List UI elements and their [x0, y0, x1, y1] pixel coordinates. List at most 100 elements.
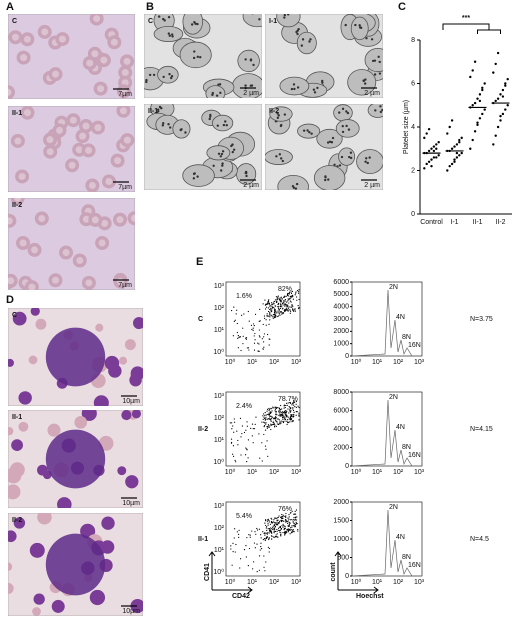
event-dot: [268, 299, 270, 301]
event-dot: [283, 410, 285, 413]
cell: [33, 593, 45, 605]
cell: [8, 484, 21, 500]
granule: [296, 32, 299, 36]
event-dot: [268, 302, 271, 304]
granule: [330, 141, 334, 144]
event-dot: [296, 299, 298, 301]
event-dot: [292, 298, 294, 300]
event-dot: [246, 425, 249, 427]
event-dot: [289, 300, 292, 302]
cell: [124, 339, 136, 351]
granule: [283, 113, 287, 116]
event-dot: [237, 439, 239, 442]
image-label: C: [12, 18, 17, 25]
event-dot: [262, 418, 264, 420]
event-dot: [295, 403, 297, 405]
ploidy-label: 2N: [389, 284, 398, 291]
event-dot: [237, 337, 239, 339]
event-dot: [269, 523, 272, 525]
event-dot: [268, 344, 270, 346]
hist-x-tick: 10¹: [372, 579, 383, 586]
event-dot: [264, 539, 266, 541]
granule: [358, 26, 362, 29]
event-dot: [245, 556, 247, 558]
image-content: [8, 308, 143, 406]
granule: [190, 23, 194, 26]
event-dot: [260, 534, 262, 536]
event-dot: [272, 314, 275, 316]
micrograph: [144, 104, 262, 190]
event-dot: [266, 418, 268, 420]
event-dot: [275, 407, 278, 410]
granule: [341, 130, 345, 134]
event-dot: [280, 532, 282, 534]
event-dot: [286, 301, 288, 303]
event-dot: [254, 313, 257, 315]
platelet: [335, 119, 360, 138]
event-dot: [258, 320, 260, 322]
event-dot: [293, 516, 295, 519]
event-dot: [263, 315, 266, 317]
event-dot: [285, 308, 287, 310]
ploidy-label: 8N: [402, 554, 411, 561]
cell-center: [24, 109, 32, 117]
event-dot: [287, 421, 290, 423]
event-dot: [275, 414, 277, 416]
event-dot: [291, 290, 294, 293]
cell-center: [82, 215, 90, 223]
data-point: [453, 160, 456, 163]
data-point: [473, 130, 477, 133]
event-dot: [294, 518, 297, 520]
cell-center: [85, 279, 93, 287]
event-dot: [279, 404, 282, 407]
event-dot: [272, 528, 274, 531]
event-dot: [272, 303, 274, 305]
event-dot: [254, 423, 256, 425]
gate-low: 5.4%: [236, 513, 252, 520]
data-point: [496, 97, 500, 100]
platelet: [179, 41, 212, 69]
flow-y-tick: 10¹: [214, 327, 225, 334]
hist-y-tick-label: 3000: [333, 316, 349, 323]
event-dot: [290, 407, 292, 409]
event-dot: [280, 311, 282, 313]
granule: [208, 117, 211, 121]
event-dot: [271, 424, 273, 426]
event-dot: [232, 455, 235, 457]
cell-center: [131, 214, 135, 222]
event-dot: [265, 319, 267, 321]
event-dot: [288, 302, 290, 304]
event-dot: [295, 291, 297, 293]
granule: [333, 163, 336, 167]
cell-center: [123, 136, 131, 144]
event-dot: [267, 414, 270, 416]
platelet: [364, 47, 383, 73]
flow-plot: [225, 391, 301, 467]
cell-center: [86, 59, 94, 67]
event-dot: [263, 538, 266, 540]
flow-y-tick: 10⁰: [213, 458, 224, 466]
ploidy-label: 4N: [396, 314, 405, 321]
event-dot: [287, 525, 289, 527]
hist-x-tick: 10⁰: [351, 468, 362, 476]
event-dot: [239, 567, 241, 569]
event-dot: [282, 296, 285, 298]
event-dot: [275, 417, 277, 419]
event-dot: [298, 298, 300, 301]
event-dot: [296, 522, 298, 525]
histogram-frame: [351, 501, 423, 577]
event-dot: [266, 425, 268, 428]
data-point: [460, 151, 463, 155]
granule: [249, 59, 253, 62]
platelet: [297, 123, 321, 139]
event-dot: [277, 315, 280, 317]
event-dot: [281, 298, 284, 300]
event-dot: [274, 410, 276, 412]
event-dot: [293, 413, 295, 416]
event-dot: [282, 416, 284, 418]
platelet: [356, 149, 383, 175]
event-dot: [287, 306, 289, 308]
event-dot: [293, 400, 295, 402]
event-dot: [279, 525, 282, 528]
granule: [379, 105, 382, 108]
